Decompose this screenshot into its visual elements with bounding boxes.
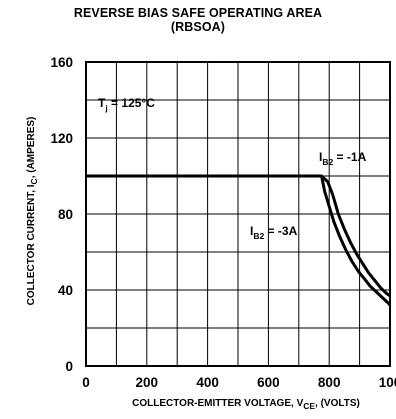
y-tick-label: 120 (50, 131, 73, 146)
series-lines (86, 174, 392, 307)
x-axis-label: COLLECTOR-EMITTER VOLTAGE, VCE, (VOLTS) (132, 398, 360, 411)
series-label-ib2-3a: IB2 = -3A (250, 224, 298, 241)
series-line-1 (320, 175, 392, 307)
x-tick-label: 200 (136, 375, 159, 390)
tick-labels: 020040060080010004080120160 (50, 55, 396, 390)
series-line-0 (86, 174, 391, 297)
x-tick-label: 100 (379, 375, 396, 390)
x-tick-label: 800 (318, 375, 341, 390)
y-tick-label: 40 (58, 283, 73, 298)
series-label-ib2-1a: IB2 = -1A (319, 150, 367, 167)
temperature-annotation: Tj = 125°C (98, 96, 155, 113)
chart-subtitle: (RBSOA) (170, 20, 226, 34)
x-tick-label: 600 (257, 375, 280, 390)
x-tick-label: 0 (82, 375, 90, 390)
y-tick-label: 80 (58, 207, 73, 222)
y-tick-label: 0 (65, 359, 73, 374)
chart-title: REVERSE BIAS SAFE OPERATING AREA (73, 6, 323, 20)
y-axis-label: COLLECTOR CURRENT, IC, (AMPERES) (26, 117, 39, 306)
y-tick-label: 160 (50, 55, 73, 70)
x-tick-label: 400 (196, 375, 219, 390)
plot-frame (85, 61, 391, 367)
